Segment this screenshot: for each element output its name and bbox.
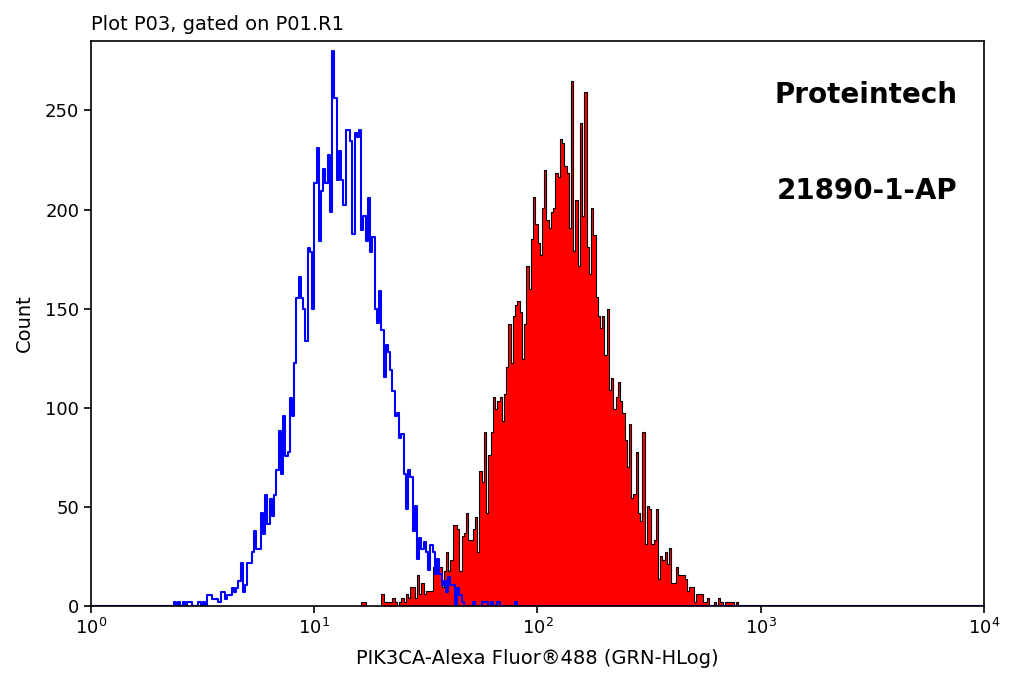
- Text: 21890-1-AP: 21890-1-AP: [776, 177, 957, 205]
- Text: Plot P03, gated on P01.R1: Plot P03, gated on P01.R1: [91, 15, 344, 34]
- Y-axis label: Count: Count: [15, 294, 33, 352]
- Text: Proteintech: Proteintech: [774, 81, 957, 109]
- X-axis label: PIK3CA-Alexa Fluor®488 (GRN-HLog): PIK3CA-Alexa Fluor®488 (GRN-HLog): [356, 649, 719, 668]
